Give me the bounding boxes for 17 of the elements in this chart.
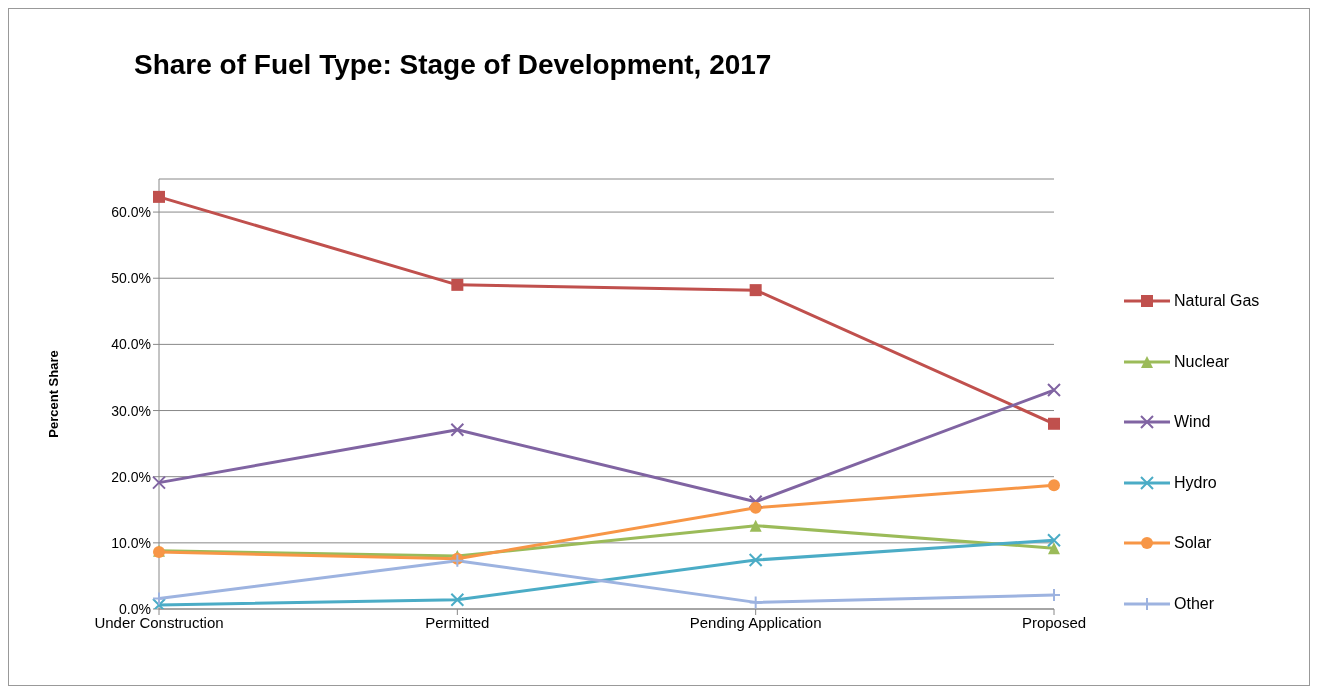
x-tick-label: Proposed [1021, 613, 1087, 631]
x-tick-label: Pending Application [689, 613, 822, 631]
y-tick-label: 20.0% [111, 468, 151, 485]
y-tick-label: 10.0% [111, 534, 151, 551]
y-tick-label: 30.0% [111, 402, 151, 419]
y-tick-label: 50.0% [111, 270, 151, 287]
y-axis-title: Percent Share [45, 350, 61, 438]
y-tick-label: 60.0% [111, 204, 151, 221]
x-tick-label: Permitted [425, 613, 490, 631]
legend-label: Natural Gas [1174, 292, 1260, 311]
legend-label: Nuclear [1174, 352, 1230, 371]
legend-label: Solar [1174, 534, 1212, 553]
legend-label: Other [1174, 594, 1215, 613]
chart-title: Share of Fuel Type: Stage of Development, 2017 [134, 49, 772, 81]
legend-label: Hydro [1174, 473, 1217, 492]
y-tick-label: 40.0% [111, 336, 151, 353]
legend-label: Wind [1174, 413, 1211, 432]
